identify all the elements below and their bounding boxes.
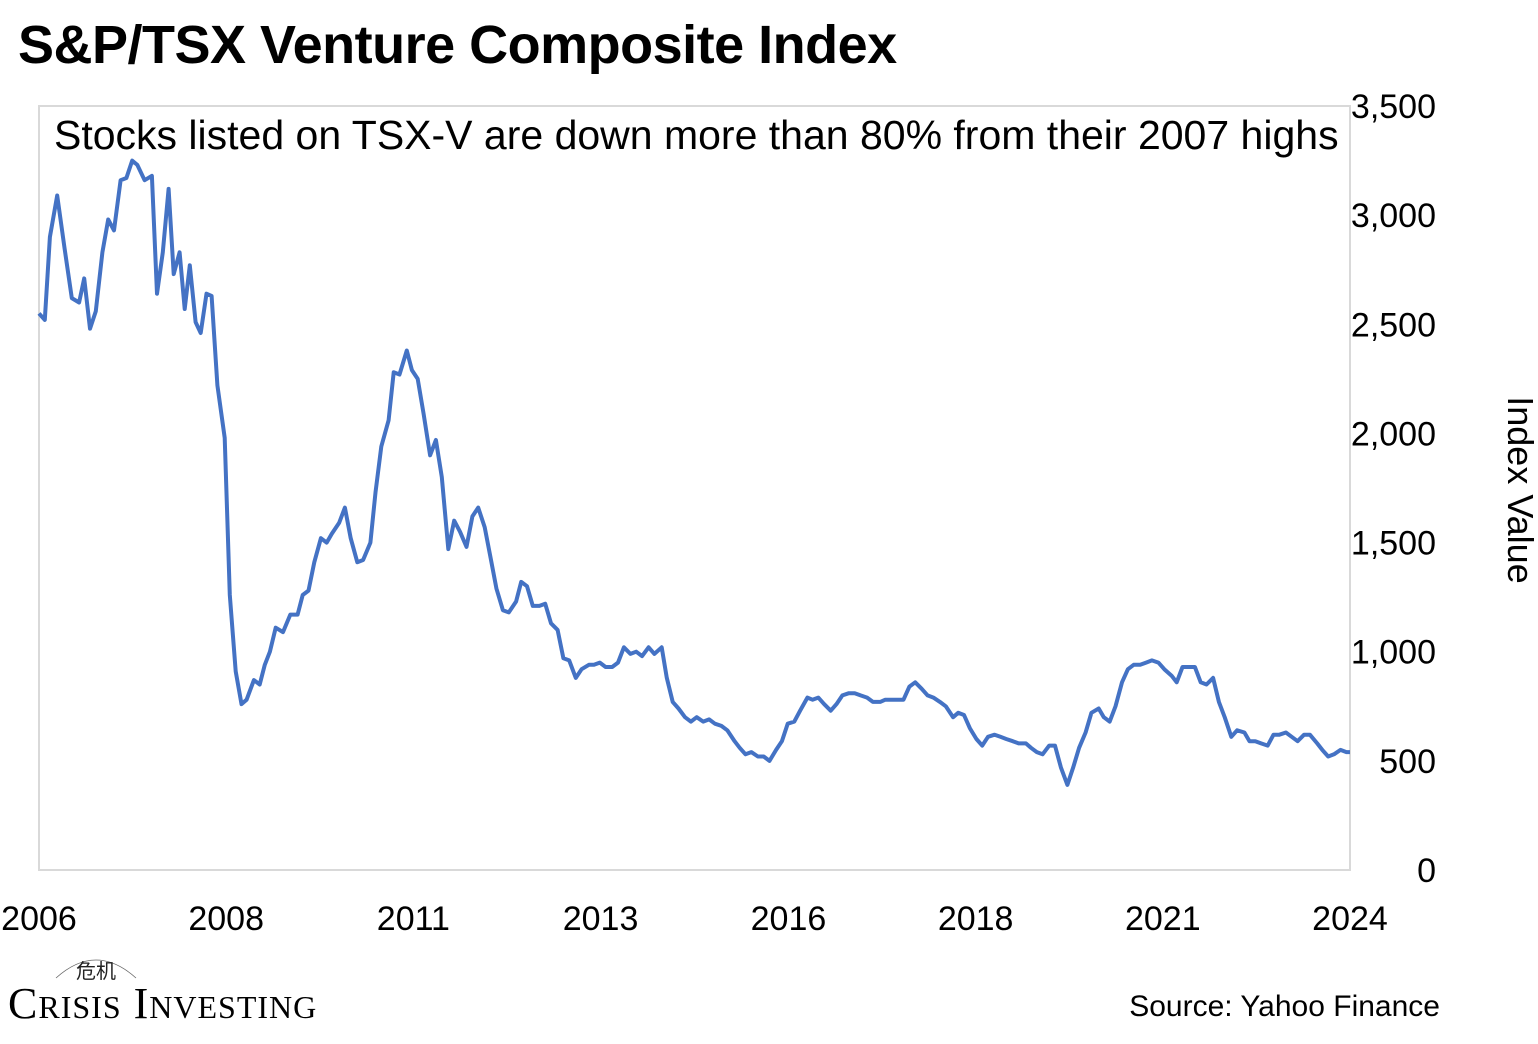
x-tick-label: 2006: [1, 900, 77, 938]
chart-title: S&P/TSX Venture Composite Index: [18, 15, 897, 75]
y-tick-label: 0: [1417, 852, 1436, 890]
y-axis: 0 500 1,000 1,500 2,000 2,500 3,000 3,500: [1351, 88, 1436, 890]
x-tick-label: 2008: [188, 900, 264, 938]
x-tick-label: 2013: [563, 900, 639, 938]
y-tick-label: 2,000: [1351, 415, 1436, 453]
x-tick-label: 2016: [751, 900, 827, 938]
y-tick-label: 1,500: [1351, 525, 1436, 563]
x-axis: 2006 2008 2011 2013 2016 2018 2021 2024: [1, 900, 1388, 938]
y-axis-label: Index Value: [1500, 396, 1538, 583]
index-series-line: [37, 158, 1350, 787]
x-tick-label: 2018: [938, 900, 1014, 938]
chart-annotation: Stocks listed on TSX-V are down more tha…: [54, 112, 1339, 158]
y-tick-label: 3,500: [1351, 88, 1436, 126]
svg-text:危机: 危机: [76, 959, 116, 983]
source-note: Source: Yahoo Finance: [1129, 990, 1440, 1023]
y-tick-label: 1,000: [1351, 634, 1436, 672]
y-tick-label: 3,000: [1351, 197, 1436, 235]
x-tick-label: 2024: [1312, 900, 1388, 938]
y-tick-label: 2,500: [1351, 306, 1436, 344]
logo-emblem-icon: 危机: [55, 959, 137, 983]
x-tick-label: 2021: [1125, 900, 1201, 938]
y-tick-label: 500: [1379, 743, 1436, 781]
x-tick-label: 2011: [377, 900, 450, 938]
plot-area-frame: [38, 105, 1351, 871]
crisis-investing-logo: 危机 CRISIS INVESTING: [8, 948, 388, 1028]
logo-wordmark: CRISIS INVESTING: [8, 979, 318, 1028]
